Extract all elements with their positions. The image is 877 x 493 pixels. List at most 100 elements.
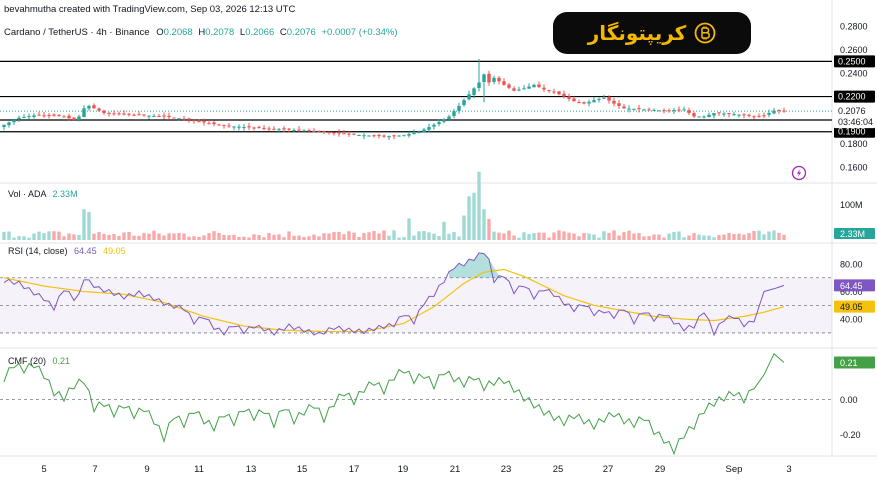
candle: [407, 131, 411, 138]
candle: [122, 110, 126, 116]
volume-bar: [597, 237, 601, 240]
candle: [262, 124, 266, 131]
time-tick-label: 11: [194, 464, 204, 475]
candle: [412, 129, 416, 135]
candle: [282, 126, 286, 133]
volume-bar: [557, 230, 561, 240]
candle-body: [652, 110, 656, 112]
rsi-scale[interactable]: 80.00 60.00 40.00 64.45 49.05: [834, 259, 875, 325]
volume-bar: [742, 234, 746, 240]
candle-body: [567, 96, 571, 99]
candle-body: [587, 101, 591, 104]
volume-bar: [727, 233, 731, 240]
volume-bar: [692, 233, 696, 240]
volume-bar: [567, 232, 571, 240]
candle: [112, 110, 116, 116]
candle: [177, 118, 181, 121]
candle-body: [357, 134, 361, 136]
candle-body: [132, 114, 136, 116]
candle: [452, 108, 456, 119]
volume-scale[interactable]: 100M 2.33M: [834, 200, 875, 239]
cmf-scale[interactable]: 0.00 -0.20 0.21: [834, 356, 875, 440]
time-axis[interactable]: 5 7 9 11 13 15 17 19 21 23 25 27 29 Sep 3: [41, 464, 791, 475]
candle-body: [32, 115, 36, 117]
candle-body: [402, 135, 406, 137]
candle: [162, 112, 166, 120]
candle: [707, 112, 711, 118]
credit-text: bevahmutha created with TradingView.com,…: [4, 4, 295, 15]
candle-body: [762, 115, 766, 117]
volume-bar: [377, 233, 381, 240]
last-price-tag: 0.2076: [838, 106, 866, 116]
volume-bar: [272, 234, 276, 240]
candle: [257, 125, 261, 129]
candle: [132, 113, 136, 117]
volume-bar: [192, 236, 196, 240]
candle-body: [387, 136, 391, 138]
cmf-line: [3, 352, 785, 456]
candle: [212, 120, 216, 127]
candle: [497, 76, 501, 85]
candle: [662, 108, 666, 114]
candle: [537, 81, 541, 88]
candle-body: [552, 91, 556, 93]
candle-body: [757, 115, 761, 117]
candle-body: [522, 88, 526, 90]
rsi-legend[interactable]: RSI (14, close) 64.45 49.05: [8, 246, 126, 256]
symbol-title: Cardano / TetherUS · 4h · Binance: [4, 27, 150, 38]
candle-body: [577, 102, 581, 104]
volume-bar: [87, 212, 91, 240]
candle: [377, 133, 381, 139]
candle: [437, 119, 441, 127]
candle-body: [542, 87, 546, 90]
last-price-tag: 03:46:04: [838, 117, 873, 127]
candle: [277, 128, 281, 133]
candle: [287, 127, 291, 132]
volume-bar: [82, 209, 86, 240]
legend-main[interactable]: Cardano / TetherUS · 4h · Binance O0.206…: [4, 27, 398, 38]
candle-body: [477, 82, 481, 88]
volume-bar: [682, 237, 686, 240]
rsi-ma-tag: 49.05: [840, 302, 863, 312]
candle: [732, 111, 736, 116]
candle: [32, 112, 36, 119]
cmf-series: [0, 352, 832, 456]
candle: [712, 112, 716, 119]
candle: [312, 128, 316, 133]
candle: [442, 118, 446, 124]
volume-bar: [397, 237, 401, 240]
candle: [72, 117, 76, 121]
volume-bar: [372, 231, 376, 240]
volume-bar: [777, 232, 781, 240]
candle: [62, 114, 66, 118]
volume-tag: 2.33M: [840, 229, 865, 239]
volume-bar: [467, 196, 471, 240]
volume-bar: [482, 209, 486, 240]
candle: [97, 107, 101, 112]
cmf-legend[interactable]: CMF (20) 0.21: [8, 356, 70, 366]
candle-body: [277, 129, 281, 131]
candle: [777, 109, 781, 114]
candle: [487, 70, 491, 86]
horizontal-levels[interactable]: [0, 60, 832, 133]
volume-bar: [42, 233, 46, 240]
volume-bar: [177, 233, 181, 240]
volume-bar: [207, 233, 211, 240]
volume-legend[interactable]: Vol · ADA 2.33M: [8, 189, 78, 199]
candle: [502, 78, 506, 86]
volume-bar: [712, 237, 716, 240]
candle-body: [127, 113, 131, 115]
volume-bar: [647, 236, 651, 240]
candle-body: [507, 84, 511, 88]
candle-body: [482, 74, 486, 82]
rsi-tick-label: 60.00: [840, 287, 863, 297]
rsi-value: 64.45: [74, 246, 97, 256]
volume-bar: [2, 231, 6, 240]
candle: [697, 116, 701, 118]
volume-bar: [117, 236, 121, 240]
candle: [622, 103, 626, 109]
lightning-icon[interactable]: [791, 165, 807, 181]
candle-body: [252, 127, 256, 129]
